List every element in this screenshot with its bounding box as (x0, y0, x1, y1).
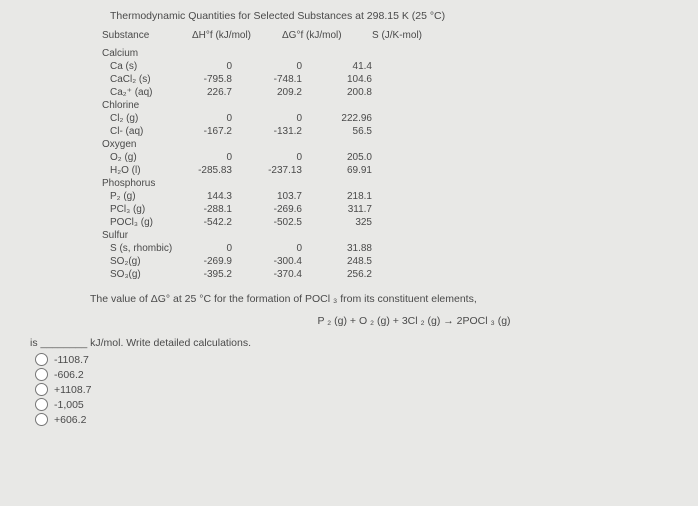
dh-cell: -542.2 (192, 216, 252, 229)
substance-cell: SO₂(g) (102, 255, 192, 268)
option-label: +1108.7 (54, 384, 91, 396)
table-row: CaCl₂ (s)-795.8-748.1104.6 (102, 73, 402, 86)
dg-cell: -748.1 (252, 73, 322, 86)
table-row: SO₂(g)-269.9-300.4248.5 (102, 255, 402, 268)
substance-cell: SO₃(g) (102, 268, 192, 281)
table-row: O₂ (g)00205.0 (102, 151, 402, 164)
group-label: Sulfur (102, 229, 192, 242)
option-radio[interactable] (35, 413, 48, 426)
table-header: Substance ΔH°f (kJ/mol) ΔG°f (kJ/mol) S … (102, 30, 668, 41)
dh-cell: -285.83 (192, 164, 252, 177)
prompt-line: is ________ kJ/mol. Write detailed calcu… (30, 337, 668, 349)
dg-cell: -300.4 (252, 255, 322, 268)
dg-cell: 0 (252, 112, 322, 125)
dg-cell: -131.2 (252, 125, 322, 138)
group-label: Calcium (102, 47, 192, 60)
dh-cell: 144.3 (192, 190, 252, 203)
dg-cell: 0 (252, 242, 322, 255)
dg-cell: 209.2 (252, 86, 322, 99)
s-cell: 56.5 (322, 125, 402, 138)
dh-cell: 226.7 (192, 86, 252, 99)
option-label: -1108.7 (54, 354, 89, 366)
col-dh: ΔH°f (kJ/mol) (192, 30, 282, 41)
option-row: -1,005 (35, 398, 668, 411)
col-substance: Substance (102, 30, 192, 41)
table-row: P₂ (g)144.3103.7218.1 (102, 190, 402, 203)
dh-cell: 0 (192, 242, 252, 255)
option-radio[interactable] (35, 398, 48, 411)
option-row: +606.2 (35, 413, 668, 426)
substance-cell: S (s, rhombic) (102, 242, 192, 255)
group-label: Chlorine (102, 99, 192, 112)
dh-cell: 0 (192, 60, 252, 73)
substance-cell: PCl₃ (g) (102, 203, 192, 216)
group-label: Oxygen (102, 138, 192, 151)
prompt-pre: is (30, 337, 41, 349)
table-row: H₂O (l)-285.83-237.1369.91 (102, 164, 402, 177)
dh-cell: 0 (192, 112, 252, 125)
prompt-post: kJ/mol. Write detailed calculations. (87, 337, 251, 349)
substance-cell: Cl₂ (g) (102, 112, 192, 125)
substance-cell: O₂ (g) (102, 151, 192, 164)
option-row: -1108.7 (35, 353, 668, 366)
thermo-table: CalciumCa (s)0041.4CaCl₂ (s)-795.8-748.1… (102, 47, 402, 281)
dg-cell: 0 (252, 60, 322, 73)
answer-options: -1108.7 -606.2 +1108.7 -1,005 +606.2 (35, 353, 668, 426)
dh-cell: -795.8 (192, 73, 252, 86)
s-cell: 104.6 (322, 73, 402, 86)
s-cell: 218.1 (322, 190, 402, 203)
equation-text: P ₂ (g) + O ₂ (g) + 3Cl ₂ (g) → 2POCl ₃ … (160, 315, 668, 327)
s-cell: 31.88 (322, 242, 402, 255)
substance-cell: POCl₃ (g) (102, 216, 192, 229)
dg-cell: -370.4 (252, 268, 322, 281)
option-row: -606.2 (35, 368, 668, 381)
group-label: Phosphorus (102, 177, 192, 190)
option-label: -606.2 (54, 369, 84, 381)
option-radio[interactable] (35, 383, 48, 396)
option-radio[interactable] (35, 353, 48, 366)
dh-cell: -395.2 (192, 268, 252, 281)
table-row: Cl₂ (g)00222.96 (102, 112, 402, 125)
substance-cell: Ca₂⁺ (aq) (102, 86, 192, 99)
table-row: Ca (s)0041.4 (102, 60, 402, 73)
dg-cell: -269.6 (252, 203, 322, 216)
substance-cell: Cl- (aq) (102, 125, 192, 138)
option-label: +606.2 (54, 414, 86, 426)
s-cell: 256.2 (322, 268, 402, 281)
table-row: Cl- (aq)-167.2-131.256.5 (102, 125, 402, 138)
page-title: Thermodynamic Quantities for Selected Su… (110, 10, 668, 22)
dg-cell: -502.5 (252, 216, 322, 229)
s-cell: 311.7 (322, 203, 402, 216)
s-cell: 248.5 (322, 255, 402, 268)
s-cell: 200.8 (322, 86, 402, 99)
dg-cell: 0 (252, 151, 322, 164)
dh-cell: -288.1 (192, 203, 252, 216)
col-dg: ΔG°f (kJ/mol) (282, 30, 372, 41)
table-row: Ca₂⁺ (aq)226.7209.2200.8 (102, 86, 402, 99)
col-s: S (J/K-mol) (372, 30, 472, 41)
dg-cell: -237.13 (252, 164, 322, 177)
s-cell: 69.91 (322, 164, 402, 177)
option-row: +1108.7 (35, 383, 668, 396)
table-row: S (s, rhombic)0031.88 (102, 242, 402, 255)
question-text: The value of ΔG° at 25 °C for the format… (90, 293, 668, 305)
option-label: -1,005 (54, 399, 84, 411)
table-row: SO₃(g)-395.2-370.4256.2 (102, 268, 402, 281)
table-row: PCl₃ (g)-288.1-269.6311.7 (102, 203, 402, 216)
s-cell: 325 (322, 216, 402, 229)
s-cell: 222.96 (322, 112, 402, 125)
substance-cell: CaCl₂ (s) (102, 73, 192, 86)
substance-cell: H₂O (l) (102, 164, 192, 177)
table-row: POCl₃ (g)-542.2-502.5325 (102, 216, 402, 229)
dg-cell: 103.7 (252, 190, 322, 203)
option-radio[interactable] (35, 368, 48, 381)
dh-cell: -167.2 (192, 125, 252, 138)
s-cell: 41.4 (322, 60, 402, 73)
s-cell: 205.0 (322, 151, 402, 164)
dh-cell: -269.9 (192, 255, 252, 268)
substance-cell: P₂ (g) (102, 190, 192, 203)
dh-cell: 0 (192, 151, 252, 164)
substance-cell: Ca (s) (102, 60, 192, 73)
